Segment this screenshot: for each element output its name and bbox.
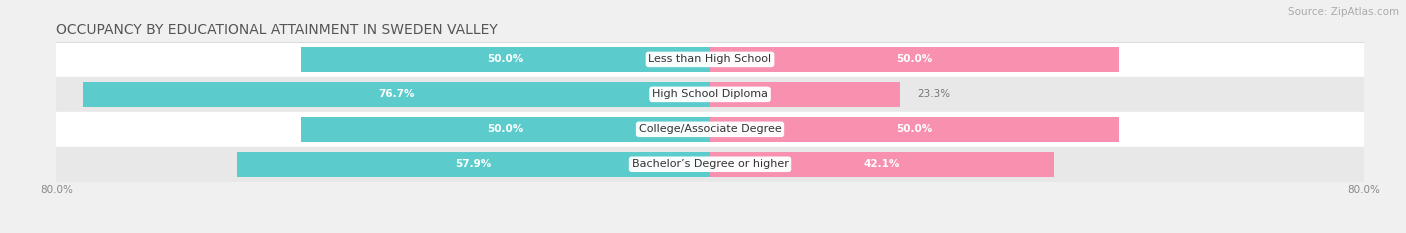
Bar: [56, 112, 1364, 147]
Text: 23.3%: 23.3%: [917, 89, 950, 99]
Bar: [56, 147, 1364, 182]
Bar: [83, 82, 710, 107]
Bar: [56, 77, 1364, 112]
Text: 50.0%: 50.0%: [488, 55, 524, 64]
Text: Less than High School: Less than High School: [648, 55, 772, 64]
Bar: [301, 47, 710, 72]
Bar: [710, 82, 900, 107]
Text: Source: ZipAtlas.com: Source: ZipAtlas.com: [1288, 7, 1399, 17]
Text: 50.0%: 50.0%: [896, 55, 932, 64]
Text: OCCUPANCY BY EDUCATIONAL ATTAINMENT IN SWEDEN VALLEY: OCCUPANCY BY EDUCATIONAL ATTAINMENT IN S…: [56, 23, 498, 37]
Text: 50.0%: 50.0%: [488, 124, 524, 134]
Text: 76.7%: 76.7%: [378, 89, 415, 99]
Bar: [301, 117, 710, 142]
Bar: [236, 152, 710, 177]
Text: Bachelor’s Degree or higher: Bachelor’s Degree or higher: [631, 159, 789, 169]
Bar: [710, 117, 1119, 142]
Text: 42.1%: 42.1%: [863, 159, 900, 169]
Text: High School Diploma: High School Diploma: [652, 89, 768, 99]
Text: 57.9%: 57.9%: [456, 159, 492, 169]
Bar: [710, 47, 1119, 72]
Bar: [710, 152, 1054, 177]
Text: 50.0%: 50.0%: [896, 124, 932, 134]
Text: College/Associate Degree: College/Associate Degree: [638, 124, 782, 134]
Bar: [56, 42, 1364, 77]
